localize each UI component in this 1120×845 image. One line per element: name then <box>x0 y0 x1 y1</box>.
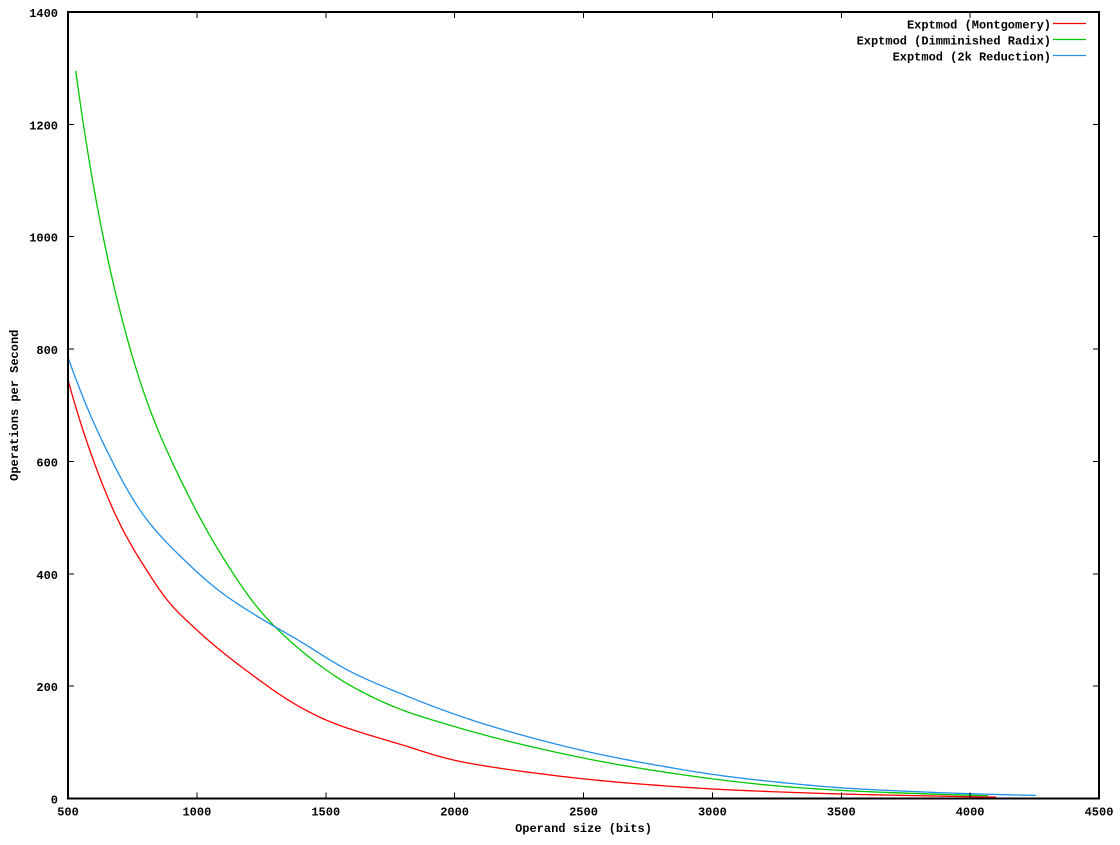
svg-text:3000: 3000 <box>698 806 727 820</box>
svg-text:600: 600 <box>36 456 58 470</box>
svg-text:4500: 4500 <box>1085 806 1114 820</box>
svg-text:2500: 2500 <box>569 806 598 820</box>
svg-text:Exptmod (Dimminished Radix): Exptmod (Dimminished Radix) <box>857 35 1051 49</box>
svg-text:1000: 1000 <box>182 806 211 820</box>
svg-text:800: 800 <box>36 344 58 358</box>
svg-text:Exptmod (Montgomery): Exptmod (Montgomery) <box>907 19 1051 33</box>
svg-text:3500: 3500 <box>827 806 856 820</box>
svg-text:4000: 4000 <box>956 806 985 820</box>
svg-text:1500: 1500 <box>311 806 340 820</box>
svg-text:Exptmod (2k Reduction): Exptmod (2k Reduction) <box>893 51 1051 65</box>
svg-text:Operand size (bits): Operand size (bits) <box>515 822 652 836</box>
svg-text:400: 400 <box>36 569 58 583</box>
svg-text:1400: 1400 <box>29 7 58 21</box>
svg-text:Operations per Second: Operations per Second <box>8 330 22 481</box>
svg-text:500: 500 <box>57 806 79 820</box>
svg-text:2000: 2000 <box>440 806 469 820</box>
svg-text:1000: 1000 <box>29 232 58 246</box>
svg-text:200: 200 <box>36 681 58 695</box>
svg-text:0: 0 <box>51 794 58 808</box>
svg-text:1200: 1200 <box>29 119 58 133</box>
